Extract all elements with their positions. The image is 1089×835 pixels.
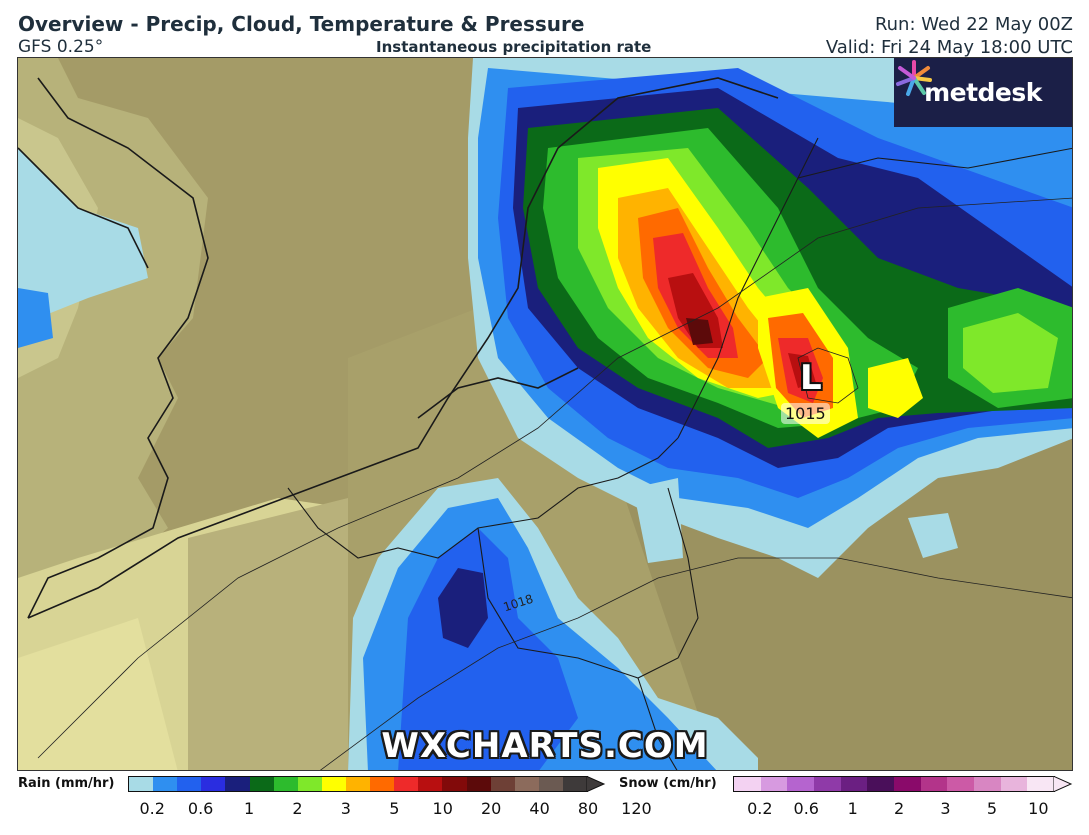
precip-north (468, 58, 1072, 578)
scale-swatch (418, 777, 443, 791)
scale-swatch (760, 777, 788, 791)
scale-swatch (947, 777, 975, 791)
scale-tick-label: 3 (340, 799, 351, 818)
rain-color-scale (128, 776, 588, 792)
scale-tick-label: 0.6 (187, 799, 214, 818)
scale-swatch (225, 777, 250, 791)
scale-swatch (297, 777, 322, 791)
scale-tick-label: 0.2 (747, 799, 773, 818)
scale-swatch (1027, 777, 1055, 791)
france-land-coast (18, 618, 178, 770)
scale-tick-label: 1 (847, 799, 858, 818)
rain-legend-label: Rain (mm/hr) (18, 776, 115, 791)
scale-swatch (442, 777, 467, 791)
scale-tick-label: 5 (389, 799, 400, 818)
scale-tick-label: 20 (480, 799, 502, 818)
scale-swatch (562, 777, 588, 791)
scale-swatch (490, 777, 515, 791)
metdesk-starburst-icon (896, 60, 932, 96)
scale-tick-label: 2 (894, 799, 905, 818)
scale-swatch (867, 777, 895, 791)
scale-swatch (153, 777, 178, 791)
scale-tick-label: 5 (986, 799, 998, 818)
scale-swatch (787, 777, 815, 791)
scale-swatch (840, 777, 868, 791)
scale-swatch (974, 777, 1001, 791)
scale-swatch (538, 777, 563, 791)
metdesk-wordmark: metdesk (924, 78, 1042, 107)
scale-swatch (321, 777, 346, 791)
snow-color-scale (733, 776, 1055, 792)
wxcharts-watermark: WXCHARTS.COM (381, 726, 709, 766)
scale-swatch (370, 777, 395, 791)
scale-tick-label: 2 (292, 799, 303, 818)
scale-tick-label: 3 (940, 799, 951, 818)
scale-tick-label: 0.6 (793, 799, 819, 818)
map-canvas (18, 58, 1072, 770)
scale-swatch (394, 777, 419, 791)
chart-title: Overview - Precip, Cloud, Temperature & … (18, 12, 585, 36)
run-time: Run: Wed 22 May 00Z (874, 14, 1073, 35)
precip-south (348, 478, 758, 770)
snow-scale-arrow (1053, 776, 1073, 792)
france-land-mid (188, 498, 358, 770)
scale-swatch (514, 777, 539, 791)
metdesk-logo[interactable]: metdesk (894, 58, 1072, 127)
snow-legend-label: Snow (cm/hr) (619, 776, 717, 791)
coastlines (18, 77, 779, 619)
scale-tick-label: 40 (529, 799, 550, 818)
scale-swatch (345, 777, 371, 791)
scale-swatch (177, 777, 202, 791)
low-pressure-value: 1015 (781, 403, 830, 424)
uk-sea-blue-2 (18, 288, 53, 348)
precip-scattered (633, 478, 958, 563)
scale-swatch (129, 777, 154, 791)
rain-scale-arrow (586, 776, 606, 792)
borders (287, 137, 1072, 770)
scale-swatch (273, 777, 298, 791)
scale-tick-label: 0.2 (139, 799, 165, 818)
uk-sea-blue (18, 148, 148, 318)
scale-swatch (201, 777, 226, 791)
scale-tick-label: 10 (1028, 799, 1049, 818)
scale-swatch (894, 777, 921, 791)
scale-tick-label: 120 (621, 799, 652, 818)
scale-tick-label: 1 (243, 799, 255, 818)
scale-swatch (734, 777, 761, 791)
scale-swatch (1000, 777, 1028, 791)
weather-map[interactable]: metdesk L 1015 1018 WXCHARTS.COM (17, 57, 1073, 771)
chart-subtitle: Instantaneous precipitation rate (376, 38, 652, 56)
scale-swatch (249, 777, 274, 791)
scale-swatch (814, 777, 841, 791)
scale-tick-label: 10 (432, 799, 453, 818)
valid-time: Valid: Fri 24 May 18:00 UTC (825, 37, 1073, 58)
scale-tick-label: 80 (577, 799, 599, 818)
low-pressure-symbol: L (800, 358, 822, 398)
model-label: GFS 0.25° (18, 37, 104, 57)
scale-swatch (466, 777, 491, 791)
isobars (37, 197, 1072, 770)
scale-swatch (920, 777, 948, 791)
